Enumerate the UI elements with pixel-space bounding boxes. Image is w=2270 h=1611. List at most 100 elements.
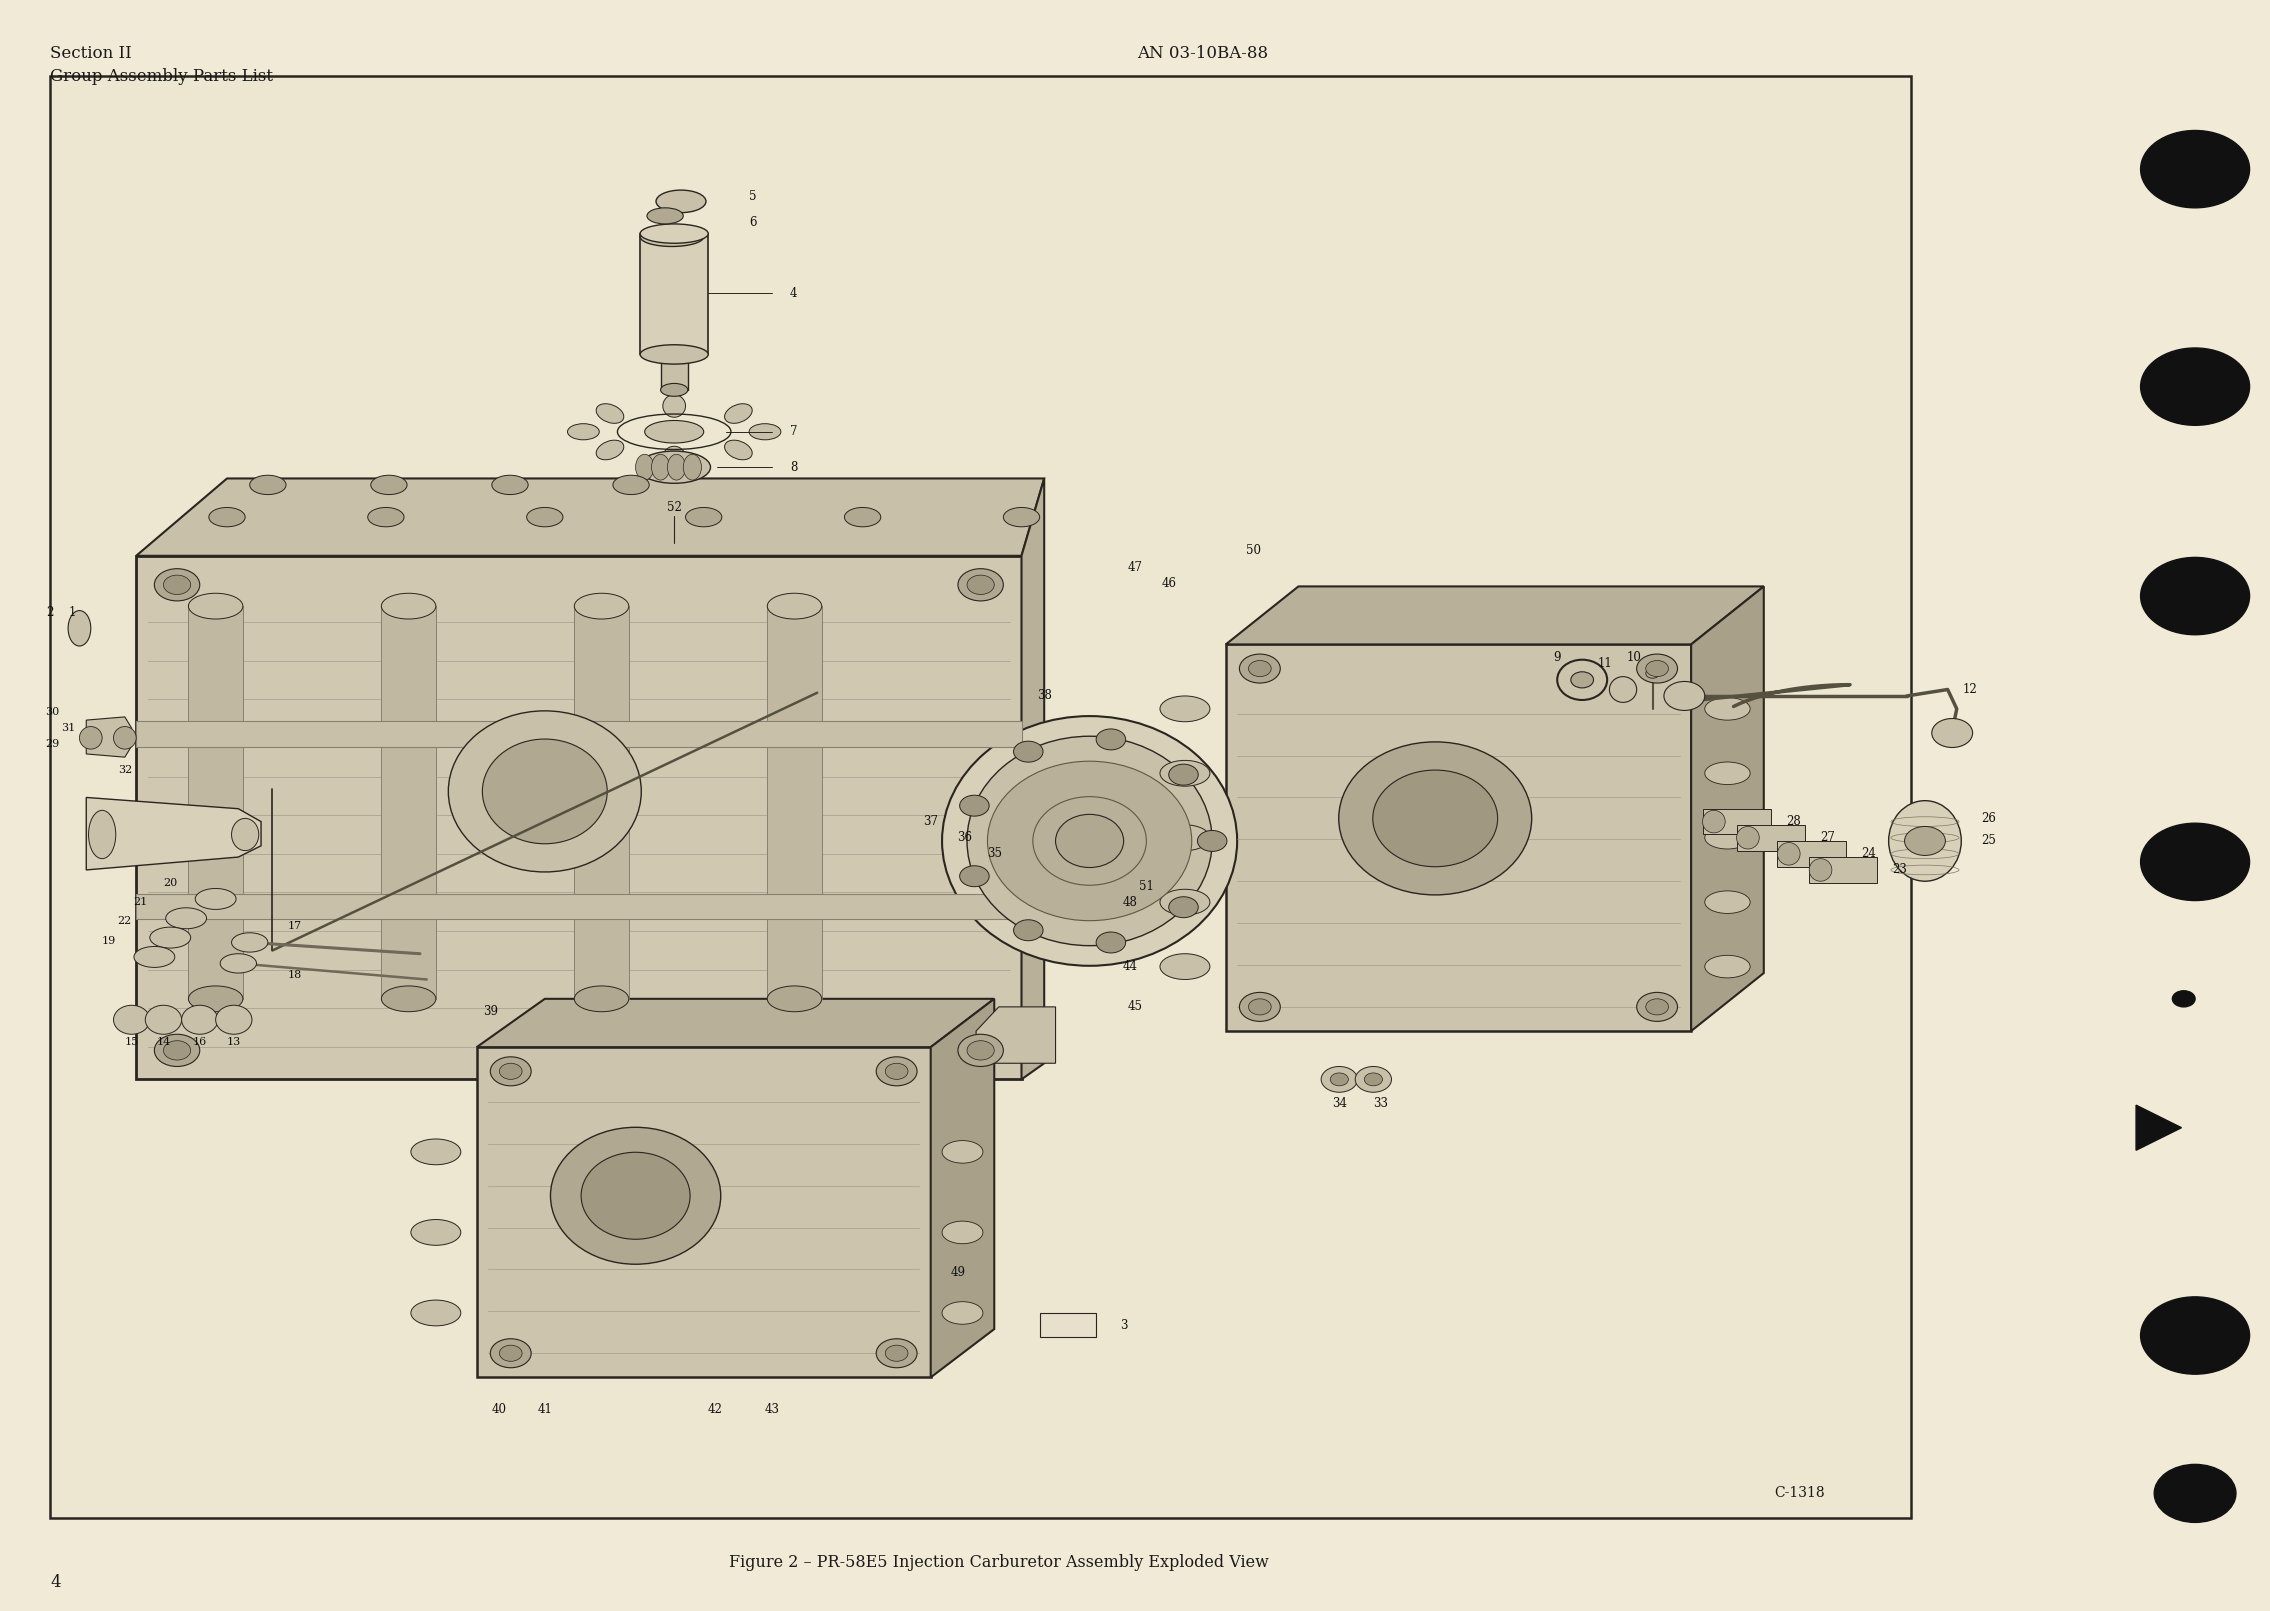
Ellipse shape xyxy=(885,1345,908,1361)
Ellipse shape xyxy=(490,1057,531,1086)
Text: 45: 45 xyxy=(1128,1000,1142,1013)
Text: 9: 9 xyxy=(1553,651,1562,664)
Text: 11: 11 xyxy=(1598,657,1612,670)
Ellipse shape xyxy=(527,507,563,527)
Ellipse shape xyxy=(942,1141,983,1163)
Ellipse shape xyxy=(481,739,606,844)
Ellipse shape xyxy=(79,727,102,749)
Text: 19: 19 xyxy=(102,936,116,946)
Ellipse shape xyxy=(1705,955,1750,978)
Polygon shape xyxy=(86,797,261,870)
Ellipse shape xyxy=(574,986,629,1012)
Ellipse shape xyxy=(1248,661,1271,677)
Ellipse shape xyxy=(1044,863,1090,909)
Circle shape xyxy=(2141,130,2250,208)
Ellipse shape xyxy=(89,810,116,859)
Text: 32: 32 xyxy=(118,765,132,775)
Text: 20: 20 xyxy=(163,878,177,888)
Text: 40: 40 xyxy=(493,1403,506,1416)
Polygon shape xyxy=(1737,825,1805,851)
Ellipse shape xyxy=(967,1041,994,1060)
Ellipse shape xyxy=(499,1345,522,1361)
Ellipse shape xyxy=(749,424,781,440)
Ellipse shape xyxy=(581,1152,690,1239)
Ellipse shape xyxy=(636,454,654,480)
Ellipse shape xyxy=(447,710,642,872)
Text: 41: 41 xyxy=(538,1403,552,1416)
Text: 38: 38 xyxy=(1037,690,1051,702)
Text: 50: 50 xyxy=(1246,545,1260,557)
Text: 2: 2 xyxy=(45,606,54,619)
Ellipse shape xyxy=(885,1063,908,1079)
Ellipse shape xyxy=(724,404,751,424)
Ellipse shape xyxy=(1737,826,1759,849)
Ellipse shape xyxy=(1160,825,1210,851)
Polygon shape xyxy=(477,999,994,1047)
Ellipse shape xyxy=(1809,859,1832,881)
Ellipse shape xyxy=(686,507,722,527)
Ellipse shape xyxy=(163,1041,191,1060)
Ellipse shape xyxy=(1169,764,1199,785)
Ellipse shape xyxy=(958,569,1003,601)
Text: 46: 46 xyxy=(1162,577,1176,590)
Polygon shape xyxy=(976,1007,1056,1063)
Ellipse shape xyxy=(1056,815,1124,868)
Ellipse shape xyxy=(960,796,990,817)
Text: 49: 49 xyxy=(951,1266,965,1279)
Ellipse shape xyxy=(942,1302,983,1324)
Ellipse shape xyxy=(1033,797,1146,886)
Polygon shape xyxy=(1777,841,1846,867)
Text: 35: 35 xyxy=(987,847,1001,860)
Ellipse shape xyxy=(209,507,245,527)
Ellipse shape xyxy=(958,1034,1003,1066)
Text: 42: 42 xyxy=(708,1403,722,1416)
Text: 43: 43 xyxy=(765,1403,779,1416)
Ellipse shape xyxy=(68,611,91,646)
Text: 4: 4 xyxy=(50,1574,61,1590)
Ellipse shape xyxy=(182,1005,218,1034)
Text: 5: 5 xyxy=(749,190,756,203)
Ellipse shape xyxy=(663,446,686,469)
Text: 28: 28 xyxy=(1786,815,1800,828)
Circle shape xyxy=(2141,1297,2250,1374)
Polygon shape xyxy=(1809,857,1877,883)
Ellipse shape xyxy=(1239,992,1280,1021)
Text: 26: 26 xyxy=(1982,812,1995,825)
Ellipse shape xyxy=(216,1005,252,1034)
Text: 30: 30 xyxy=(45,707,59,717)
Text: 12: 12 xyxy=(1964,683,1977,696)
Ellipse shape xyxy=(663,395,686,417)
Text: 36: 36 xyxy=(958,831,972,844)
Ellipse shape xyxy=(1705,762,1750,785)
Ellipse shape xyxy=(411,1220,461,1245)
Ellipse shape xyxy=(683,454,701,480)
Ellipse shape xyxy=(1239,654,1280,683)
Text: 10: 10 xyxy=(1628,651,1641,664)
Polygon shape xyxy=(1702,809,1771,834)
Ellipse shape xyxy=(220,954,257,973)
Text: Section II: Section II xyxy=(50,45,132,63)
Circle shape xyxy=(2172,991,2195,1007)
Ellipse shape xyxy=(640,345,708,364)
Ellipse shape xyxy=(1160,760,1210,786)
Ellipse shape xyxy=(370,475,406,495)
Ellipse shape xyxy=(1012,920,1044,941)
Ellipse shape xyxy=(640,227,704,246)
Text: C-1318: C-1318 xyxy=(1775,1487,1825,1500)
Ellipse shape xyxy=(645,420,704,443)
Text: 3: 3 xyxy=(1119,1319,1128,1332)
Text: 44: 44 xyxy=(1124,960,1137,973)
Ellipse shape xyxy=(1702,810,1725,833)
Polygon shape xyxy=(1691,586,1764,1031)
Ellipse shape xyxy=(549,1128,720,1265)
Ellipse shape xyxy=(568,424,599,440)
Bar xyxy=(136,722,1022,748)
Ellipse shape xyxy=(411,1300,461,1326)
Ellipse shape xyxy=(163,575,191,594)
Ellipse shape xyxy=(134,946,175,967)
Bar xyxy=(767,606,822,999)
Bar xyxy=(188,606,243,999)
Text: 7: 7 xyxy=(790,425,797,438)
Text: 18: 18 xyxy=(288,970,302,979)
Ellipse shape xyxy=(188,593,243,619)
